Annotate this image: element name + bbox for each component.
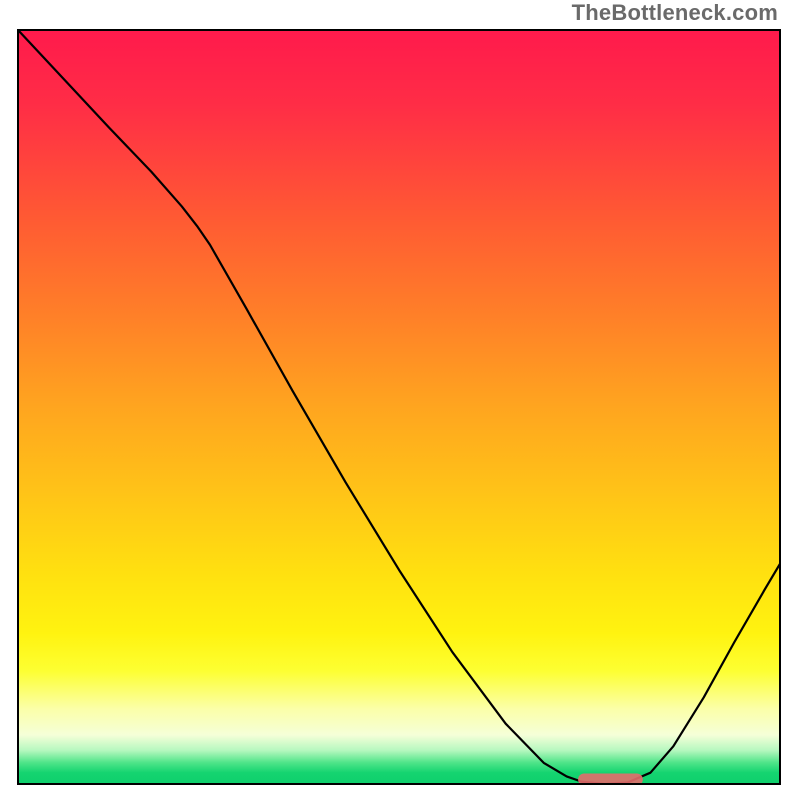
- plot-background: [18, 30, 780, 784]
- watermark-text: TheBottleneck.com: [572, 0, 778, 26]
- chart-container: TheBottleneck.com: [0, 0, 800, 800]
- bottleneck-chart: [0, 0, 800, 800]
